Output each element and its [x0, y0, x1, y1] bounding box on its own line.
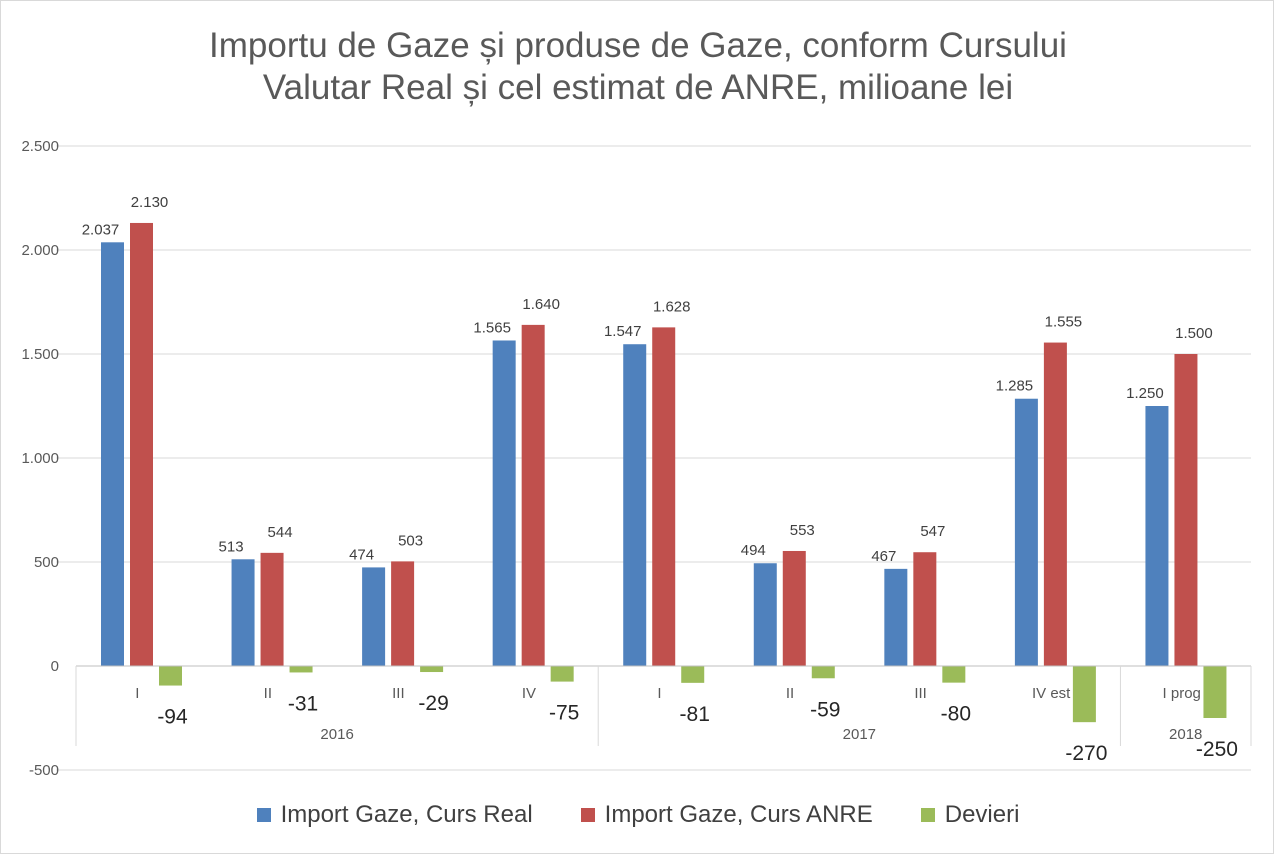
x-tick-label: IV est — [1032, 685, 1071, 702]
bar-anre — [260, 552, 284, 666]
data-label-devieri: -250 — [1196, 738, 1238, 761]
bar-real — [623, 344, 647, 666]
bar-devieri — [942, 666, 966, 683]
bar-real — [231, 559, 255, 666]
legend-swatch-red — [580, 808, 595, 822]
legend-swatch-green — [920, 808, 935, 822]
x-tick-label: III — [914, 685, 927, 702]
x-tick-label: I — [135, 685, 139, 702]
bar-anre — [913, 552, 937, 666]
bar-devieri — [1203, 666, 1227, 718]
data-label: 547 — [920, 523, 945, 540]
data-label: 1.555 — [1045, 314, 1083, 331]
data-label-devieri: -80 — [941, 703, 971, 726]
bar-real — [362, 567, 386, 666]
data-label: 1.565 — [473, 319, 511, 336]
chart-title-line-2: Valutar Real și cel estimat de ANRE, mil… — [262, 68, 1014, 107]
data-label-devieri: -270 — [1065, 742, 1107, 765]
data-label-devieri: -75 — [549, 702, 579, 725]
data-label: 1.628 — [653, 298, 691, 315]
data-label: 2.130 — [131, 194, 169, 211]
legend-label: Import Gaze, Curs Real — [280, 801, 533, 828]
data-label-devieri: -81 — [680, 703, 710, 726]
bar-anre — [391, 561, 415, 666]
bar-anre — [1043, 342, 1067, 666]
bar-real — [101, 242, 124, 666]
bar-anre — [521, 324, 545, 666]
chart-title: Importu de Gaze și produse de Gaze, conf… — [1, 25, 1274, 109]
data-label: 544 — [268, 524, 293, 541]
y-tick-label: 1.000 — [21, 450, 59, 467]
data-label: 1.500 — [1175, 325, 1213, 342]
data-label: 1.285 — [996, 378, 1034, 395]
x-tick-label: I prog — [1163, 685, 1201, 702]
y-tick-label: 0 — [51, 658, 59, 675]
x-group-label: 2017 — [843, 726, 876, 743]
bar-devieri — [420, 666, 444, 673]
data-label: 513 — [219, 538, 244, 555]
data-label: 2.037 — [82, 221, 120, 238]
bar-anre — [782, 550, 806, 666]
chart-title-line-1: Importu de Gaze și produse de Gaze, conf… — [209, 26, 1067, 65]
y-tick-label: 2.000 — [21, 242, 59, 259]
data-label-devieri: -59 — [810, 698, 840, 721]
bar-devieri — [159, 666, 182, 686]
bar-devieri — [1072, 666, 1096, 723]
data-label-devieri: -29 — [418, 692, 448, 715]
data-label-devieri: -31 — [288, 692, 318, 715]
data-label: 553 — [790, 522, 815, 539]
x-tick-label: III — [392, 685, 405, 702]
x-tick-label: II — [786, 685, 794, 702]
data-label: 494 — [741, 542, 766, 559]
legend-swatch-blue — [256, 808, 271, 822]
bar-devieri — [289, 666, 313, 673]
bar-real — [1145, 406, 1169, 666]
y-tick-label: 2.500 — [21, 138, 59, 155]
bar-devieri — [681, 666, 705, 683]
bar-anre — [130, 222, 153, 666]
legend-label: Import Gaze, Curs ANRE — [604, 801, 873, 828]
data-label: 1.250 — [1126, 385, 1164, 402]
bar-real — [753, 563, 777, 666]
data-label: 474 — [349, 546, 374, 563]
bar-real — [492, 340, 516, 666]
x-tick-label: II — [264, 685, 272, 702]
x-group-label: 2016 — [320, 726, 353, 743]
x-tick-label: I — [657, 685, 661, 702]
y-tick-label: 1.500 — [21, 346, 59, 363]
bar-anre — [652, 327, 676, 666]
x-group-label: 2018 — [1169, 726, 1202, 743]
data-label-devieri: -94 — [157, 706, 188, 729]
data-label: 503 — [398, 532, 423, 549]
legend: Import Gaze, Curs Real Import Gaze, Curs… — [1, 801, 1274, 829]
bar-devieri — [811, 666, 835, 679]
bar-real — [884, 568, 908, 666]
legend-item-curs-anre: Import Gaze, Curs ANRE — [580, 801, 873, 829]
legend-item-devieri: Devieri — [920, 801, 1020, 829]
data-label: 467 — [871, 548, 896, 565]
bar-devieri — [550, 666, 574, 682]
data-label: 1.640 — [522, 296, 560, 313]
bar-anre — [1174, 354, 1198, 666]
legend-item-curs-real: Import Gaze, Curs Real — [256, 801, 533, 829]
data-label: 1.547 — [604, 323, 642, 340]
x-tick-label: IV — [522, 685, 536, 702]
y-tick-label: 500 — [34, 554, 59, 571]
bar-real — [1014, 398, 1038, 666]
y-tick-label: -500 — [29, 762, 59, 779]
legend-label: Devieri — [944, 801, 1020, 828]
